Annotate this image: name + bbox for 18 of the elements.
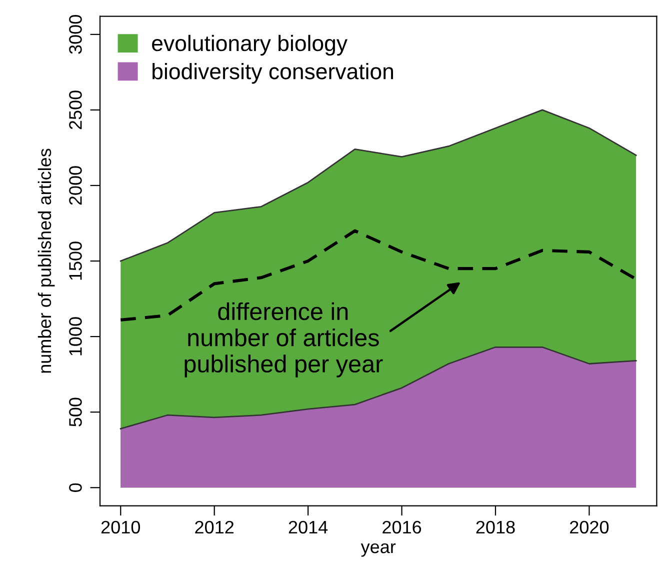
x-tick-label: 2012: [195, 520, 234, 534]
x-tick-label: 2018: [476, 520, 515, 534]
y-axis-title: number of published articles: [38, 148, 55, 373]
y-tick-label: 1000: [69, 317, 82, 356]
y-tick-label: 2000: [69, 166, 82, 205]
x-tick-label: 2010: [101, 520, 140, 534]
y-tick-label: 2500: [69, 90, 82, 130]
x-tick-label: 2020: [570, 520, 609, 534]
x-tick-label: 2016: [382, 520, 422, 534]
y-tick-label: 3000: [69, 15, 82, 54]
legend-label: evolutionary biology: [152, 34, 348, 56]
y-tick-label: 500: [69, 398, 82, 426]
annotation: difference in number of articles published per year: [184, 302, 383, 378]
x-axis-title: year: [360, 543, 396, 557]
x-tick-label: 2014: [288, 520, 328, 534]
y-tick-label: 0: [69, 483, 82, 492]
y-tick-label: 1500: [69, 242, 82, 280]
legend-label: biodiversity conservation: [152, 63, 394, 84]
